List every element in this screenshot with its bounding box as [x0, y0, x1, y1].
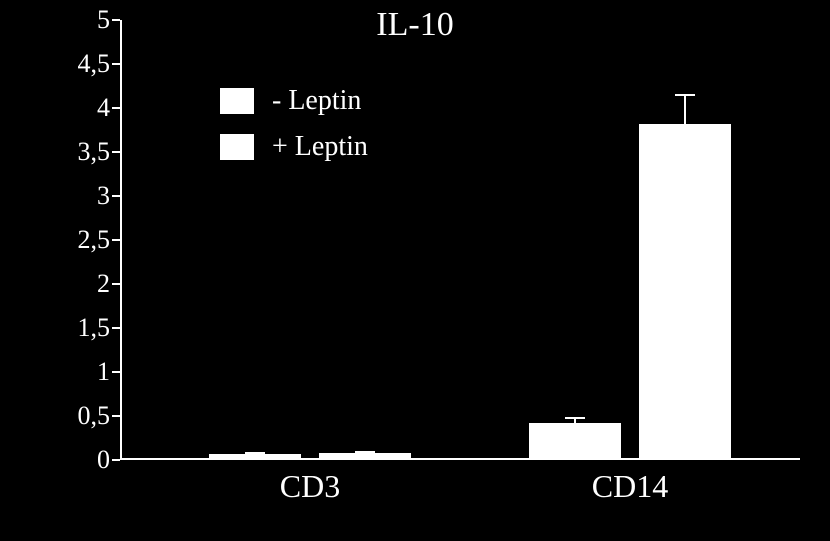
y-tick-label: 0 — [60, 445, 110, 475]
bar — [529, 423, 621, 458]
error-bar-cap — [245, 452, 265, 454]
legend-label: - Leptin — [272, 85, 361, 117]
y-tick — [112, 239, 120, 241]
y-tick-label: 0,5 — [60, 401, 110, 431]
y-tick — [112, 283, 120, 285]
y-tick — [112, 107, 120, 109]
error-bar-stem — [574, 418, 576, 425]
y-tick-label: 4,5 — [60, 49, 110, 79]
y-tick — [112, 459, 120, 461]
y-axis-line — [120, 20, 122, 460]
y-tick-label: 4 — [60, 93, 110, 123]
error-bar-cap — [565, 417, 585, 419]
y-tick-label: 2,5 — [60, 225, 110, 255]
y-tick-label: 3,5 — [60, 137, 110, 167]
x-axis-line — [120, 458, 800, 460]
y-tick — [112, 327, 120, 329]
error-bar-cap — [355, 451, 375, 453]
y-tick — [112, 371, 120, 373]
y-tick — [112, 63, 120, 65]
legend: - Leptin + Leptin — [220, 85, 470, 177]
y-tick — [112, 151, 120, 153]
x-category-label: CD14 — [550, 468, 710, 505]
chart-container: % of IL-10 expressing cells IL-10 00,511… — [0, 0, 830, 541]
y-tick-label: 1 — [60, 357, 110, 387]
y-tick — [112, 195, 120, 197]
y-tick-label: 2 — [60, 269, 110, 299]
error-bar-cap — [675, 94, 695, 96]
legend-swatch-icon — [220, 88, 254, 114]
y-tick-label: 3 — [60, 181, 110, 211]
y-tick-label: 1,5 — [60, 313, 110, 343]
legend-label: + Leptin — [272, 131, 368, 163]
y-tick — [112, 415, 120, 417]
y-tick-label: 5 — [60, 5, 110, 35]
bar — [639, 124, 731, 458]
x-category-label: CD3 — [230, 468, 390, 505]
error-bar-stem — [684, 95, 686, 126]
legend-swatch-icon — [220, 134, 254, 160]
y-tick — [112, 19, 120, 21]
legend-item: - Leptin — [220, 85, 470, 117]
legend-item: + Leptin — [220, 131, 470, 163]
